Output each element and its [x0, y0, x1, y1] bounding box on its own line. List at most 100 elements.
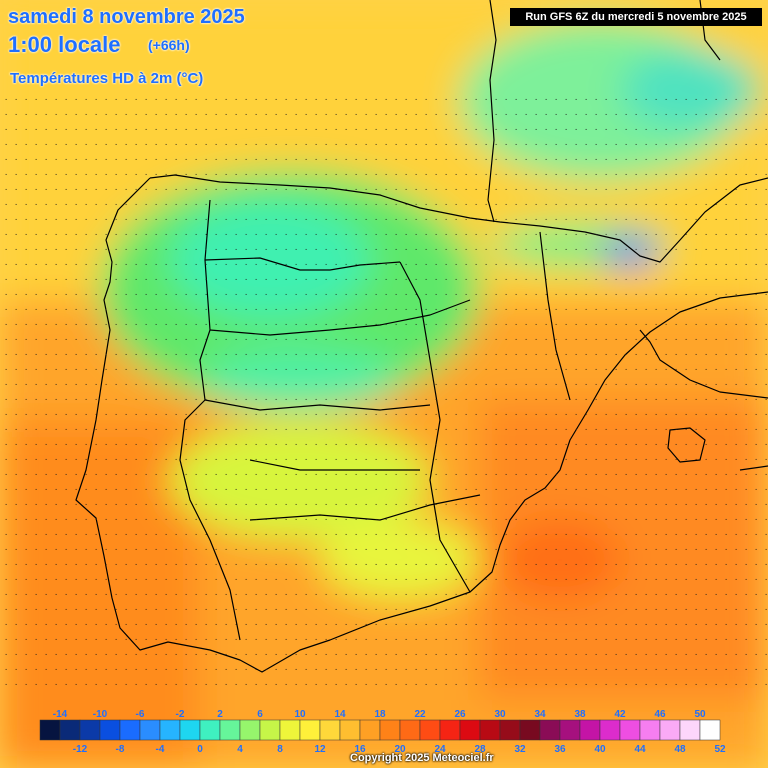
svg-text:·: · — [284, 411, 288, 419]
svg-text:·: · — [34, 666, 38, 674]
svg-text:·: · — [474, 441, 478, 449]
svg-text:·: · — [204, 666, 208, 674]
svg-text:·: · — [94, 231, 98, 239]
svg-text:·: · — [764, 381, 768, 389]
svg-text:·: · — [574, 156, 578, 164]
svg-text:·: · — [554, 321, 558, 329]
svg-text:·: · — [264, 171, 268, 179]
svg-text:·: · — [14, 381, 18, 389]
svg-text:·: · — [324, 486, 328, 494]
svg-text:·: · — [574, 231, 578, 239]
svg-text:·: · — [224, 231, 228, 239]
svg-text:·: · — [154, 561, 158, 569]
svg-text:·: · — [104, 381, 108, 389]
svg-text:·: · — [704, 261, 708, 269]
svg-text:·: · — [764, 321, 768, 329]
svg-text:·: · — [704, 156, 708, 164]
svg-text:·: · — [314, 621, 318, 629]
svg-text:·: · — [754, 171, 758, 179]
svg-text:·: · — [204, 501, 208, 509]
svg-text:·: · — [614, 216, 618, 224]
svg-text:·: · — [74, 321, 78, 329]
svg-text:·: · — [394, 411, 398, 419]
svg-text:·: · — [304, 621, 308, 629]
svg-text:·: · — [624, 471, 628, 479]
svg-text:·: · — [204, 351, 208, 359]
svg-text:·: · — [764, 291, 768, 299]
svg-text:·: · — [4, 636, 8, 644]
svg-text:·: · — [94, 636, 98, 644]
svg-text:·: · — [304, 471, 308, 479]
svg-text:·: · — [4, 606, 8, 614]
svg-text:·: · — [314, 141, 318, 149]
svg-text:·: · — [394, 501, 398, 509]
svg-text:·: · — [464, 471, 468, 479]
svg-text:·: · — [74, 246, 78, 254]
svg-text:·: · — [304, 246, 308, 254]
svg-text:·: · — [124, 306, 128, 314]
svg-text:·: · — [124, 261, 128, 269]
svg-text:·: · — [4, 111, 8, 119]
svg-text:·: · — [314, 336, 318, 344]
svg-text:·: · — [424, 291, 428, 299]
svg-text:·: · — [54, 441, 58, 449]
svg-text:·: · — [194, 471, 198, 479]
svg-text:·: · — [164, 486, 168, 494]
svg-text:·: · — [464, 546, 468, 554]
svg-text:·: · — [744, 531, 748, 539]
svg-text:·: · — [194, 231, 198, 239]
svg-text:·: · — [354, 231, 358, 239]
svg-text:·: · — [74, 351, 78, 359]
svg-text:·: · — [194, 216, 198, 224]
svg-text:·: · — [284, 111, 288, 119]
svg-text:·: · — [764, 396, 768, 404]
svg-text:·: · — [184, 291, 188, 299]
svg-text:·: · — [164, 336, 168, 344]
svg-text:·: · — [434, 576, 438, 584]
svg-text:·: · — [714, 636, 718, 644]
svg-text:·: · — [244, 516, 248, 524]
svg-text:·: · — [494, 276, 498, 284]
svg-text:·: · — [194, 351, 198, 359]
svg-text:·: · — [484, 366, 488, 374]
svg-text:·: · — [724, 471, 728, 479]
svg-text:·: · — [214, 621, 218, 629]
svg-text:·: · — [514, 606, 518, 614]
svg-text:·: · — [704, 216, 708, 224]
svg-text:·: · — [654, 96, 658, 104]
svg-text:·: · — [414, 156, 418, 164]
svg-text:·: · — [374, 501, 378, 509]
svg-text:·: · — [654, 246, 658, 254]
svg-text:·: · — [674, 111, 678, 119]
svg-text:·: · — [264, 231, 268, 239]
svg-text:·: · — [264, 261, 268, 269]
svg-text:·: · — [664, 546, 668, 554]
svg-text:·: · — [124, 216, 128, 224]
svg-text:·: · — [394, 201, 398, 209]
svg-text:·: · — [114, 126, 118, 134]
svg-text:·: · — [354, 201, 358, 209]
svg-text:·: · — [84, 246, 88, 254]
svg-text:·: · — [84, 321, 88, 329]
svg-text:·: · — [764, 276, 768, 284]
svg-text:·: · — [404, 261, 408, 269]
svg-text:·: · — [144, 216, 148, 224]
svg-text:·: · — [584, 216, 588, 224]
svg-text:·: · — [84, 411, 88, 419]
svg-text:·: · — [274, 411, 278, 419]
svg-text:·: · — [124, 561, 128, 569]
svg-text:·: · — [754, 576, 758, 584]
svg-text:·: · — [414, 276, 418, 284]
svg-text:·: · — [194, 186, 198, 194]
svg-text:·: · — [514, 411, 518, 419]
svg-text:·: · — [374, 156, 378, 164]
svg-text:·: · — [304, 231, 308, 239]
svg-text:·: · — [454, 681, 458, 689]
svg-text:·: · — [114, 651, 118, 659]
svg-text:·: · — [14, 441, 18, 449]
svg-text:·: · — [374, 291, 378, 299]
svg-text:·: · — [524, 426, 528, 434]
svg-text:·: · — [524, 216, 528, 224]
svg-text:·: · — [334, 351, 338, 359]
svg-text:·: · — [754, 666, 758, 674]
